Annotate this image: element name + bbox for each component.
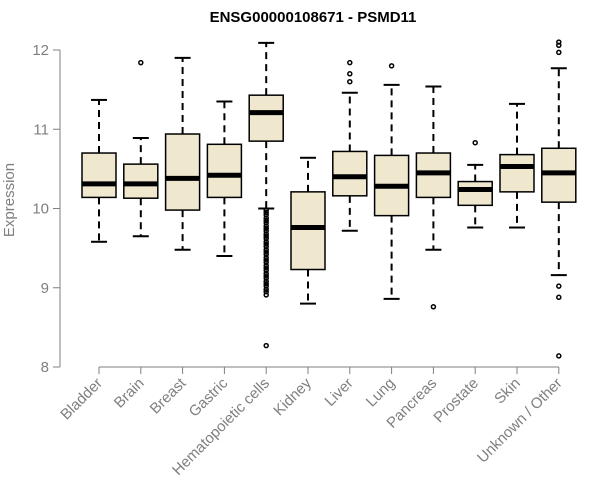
outlier-point (263, 241, 269, 247)
outlier-point (347, 59, 353, 66)
outlier-point (556, 42, 562, 48)
y-tick-label: 10 (32, 201, 49, 218)
x-tick-label: Skin (491, 375, 524, 408)
outlier-point (263, 292, 269, 298)
outlier-point (347, 78, 353, 85)
box-bladder (81, 98, 117, 243)
box-brain (123, 59, 159, 238)
outlier-point (263, 254, 269, 261)
box-hematopoietic-cells (248, 41, 284, 349)
outlier-point (263, 288, 269, 295)
x-tick-label: Liver (322, 375, 357, 410)
box-liver (332, 59, 368, 232)
y-tick-label: 9 (41, 280, 49, 297)
outlier-point (263, 270, 269, 277)
outlier-point (263, 273, 269, 279)
box-kidney (290, 156, 326, 305)
iqr-box (332, 150, 368, 197)
iqr-box (81, 152, 117, 199)
outlier-point (263, 246, 269, 253)
outlier-point (263, 212, 269, 218)
iqr-box (206, 143, 243, 199)
y-tick-label: 11 (33, 121, 49, 138)
outlier-point (263, 243, 269, 250)
outlier-point (138, 59, 144, 66)
x-tick-label: Kidney (270, 374, 315, 419)
outlier-point (263, 262, 269, 269)
x-tick-label: Lung (363, 375, 399, 411)
outlier-point (263, 286, 269, 293)
outlier-point (388, 63, 395, 69)
outlier-point (263, 278, 269, 285)
iqr-box (457, 180, 493, 207)
x-tick-label: Bladder (57, 375, 106, 424)
outlier-point (263, 267, 269, 274)
outlier-point (556, 39, 562, 45)
iqr-box (499, 153, 535, 193)
iqr-box (164, 133, 201, 211)
outlier-point (263, 207, 269, 213)
x-tick-label: Brain (111, 375, 148, 412)
box-unknown-other (541, 39, 577, 359)
box-gastric (206, 100, 243, 258)
outlier-point (556, 294, 562, 301)
box-breast (164, 56, 201, 251)
iqr-box (248, 94, 284, 142)
outlier-point (556, 283, 562, 289)
outlier-point (263, 251, 269, 258)
outlier-point (430, 304, 437, 310)
outlier-point (263, 281, 269, 287)
y-tick-label: 8 (41, 359, 49, 376)
outlier-point (263, 283, 269, 289)
outlier-point (263, 220, 269, 226)
outlier-point (263, 259, 269, 266)
outlier-point (347, 71, 353, 77)
outlier-point (263, 239, 269, 245)
x-tick-label: Prostate (430, 375, 482, 427)
outlier-point (263, 342, 269, 349)
box-pancreas (415, 85, 452, 310)
outlier-point (263, 265, 269, 271)
outlier-point (263, 249, 269, 255)
iqr-box (290, 191, 326, 271)
chart-title: ENSG00000108671 - PSMD11 (210, 9, 417, 26)
boxes-group (81, 39, 577, 359)
outlier-point (263, 217, 269, 224)
outlier-point (472, 139, 478, 146)
outlier-point (263, 227, 269, 234)
iqr-box (123, 163, 159, 199)
outlier-point (556, 49, 562, 56)
x-tick-label: Breast (147, 374, 190, 417)
outlier-point (263, 275, 269, 281)
box-skin (499, 102, 535, 229)
outlier-point (263, 223, 269, 229)
outlier-point (263, 225, 269, 232)
outlier-point (263, 231, 269, 237)
box-prostate (457, 139, 493, 229)
y-tick-label: 12 (32, 42, 49, 59)
outlier-point (263, 233, 269, 239)
box-lung (373, 63, 410, 300)
y-axis: 8 9 10 11 12 (32, 42, 61, 376)
outlier-point (263, 215, 269, 221)
outlier-point (263, 235, 269, 242)
outlier-point (556, 353, 562, 359)
outlier-point (263, 257, 269, 263)
y-axis-label: Expression (1, 163, 18, 237)
outlier-point (263, 209, 269, 216)
